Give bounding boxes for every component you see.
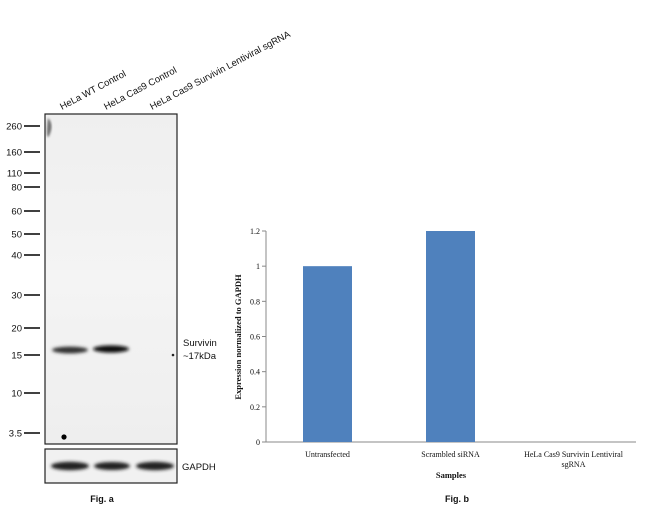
x-axis-label: Samples	[436, 470, 467, 480]
bar	[303, 266, 352, 442]
gapdh-label: GAPDH	[182, 462, 216, 473]
y-tick-label: 0.4	[250, 368, 260, 377]
blot-membrane	[44, 113, 178, 445]
marker-label: 10	[11, 389, 22, 400]
membrane-artifact	[46, 118, 52, 138]
marker-label: 40	[11, 251, 22, 262]
membrane-speck	[61, 434, 67, 440]
gapdh-band-lane-2	[94, 462, 130, 470]
marker-ladder: 260 160 110 80 60 50 40 30 20 15 10 3.5	[6, 122, 40, 440]
y-tick-label: 1.2	[250, 227, 260, 236]
marker-label: 20	[11, 324, 22, 335]
x-tick-labels: Untransfected Scrambled siRNA HeLa Cas9 Su…	[305, 450, 624, 469]
lane-label-2: HeLa Cas9 Control	[102, 65, 179, 113]
y-axis-label: Expression normalized to GAPDH	[233, 274, 243, 400]
marker-label: 15	[11, 351, 22, 362]
y-tick-label: 0	[256, 438, 260, 447]
band-label: Survivin	[183, 338, 217, 349]
marker-label: 50	[11, 230, 22, 241]
gapdh-band-lane-3	[136, 461, 174, 471]
fig-b-caption: Fig. b	[445, 494, 469, 504]
survivin-band-lane-2	[93, 345, 129, 353]
membrane-speck	[171, 353, 175, 357]
marker-label: 160	[6, 148, 22, 159]
fig-a-caption: Fig. a	[90, 494, 114, 504]
band-size-label: ~17kDa	[183, 351, 217, 362]
bars	[303, 231, 475, 442]
marker-label: 260	[6, 122, 22, 133]
survivin-band-lane-1	[52, 346, 88, 354]
y-tick-label: 0.2	[250, 403, 260, 412]
western-blot-panel: HeLa WT Control HeLa Cas9 Control HeLa C…	[6, 29, 293, 504]
marker-label: 80	[11, 183, 22, 194]
marker-label: 60	[11, 207, 22, 218]
x-tick-label: Scrambled siRNA	[421, 450, 480, 459]
x-tick-label: HeLa Cas9 Survivin Lentiviral sgRNA	[524, 450, 624, 469]
marker-label: 110	[7, 169, 22, 180]
x-tick-label: Untransfected	[305, 450, 350, 459]
y-tick-label: 1	[256, 262, 260, 271]
y-ticks: 0 0.2 0.4 0.6 0.8 1 1.2	[250, 227, 266, 447]
bar	[426, 231, 475, 442]
y-tick-label: 0.6	[250, 333, 260, 342]
marker-label: 3.5	[9, 429, 22, 440]
marker-label: 30	[11, 291, 22, 302]
bar-chart-panel: 0 0.2 0.4 0.6 0.8 1 1.2 Untransfected Scrambled…	[233, 227, 636, 504]
y-tick-label: 0.8	[250, 297, 260, 306]
gapdh-band-lane-1	[51, 461, 89, 471]
